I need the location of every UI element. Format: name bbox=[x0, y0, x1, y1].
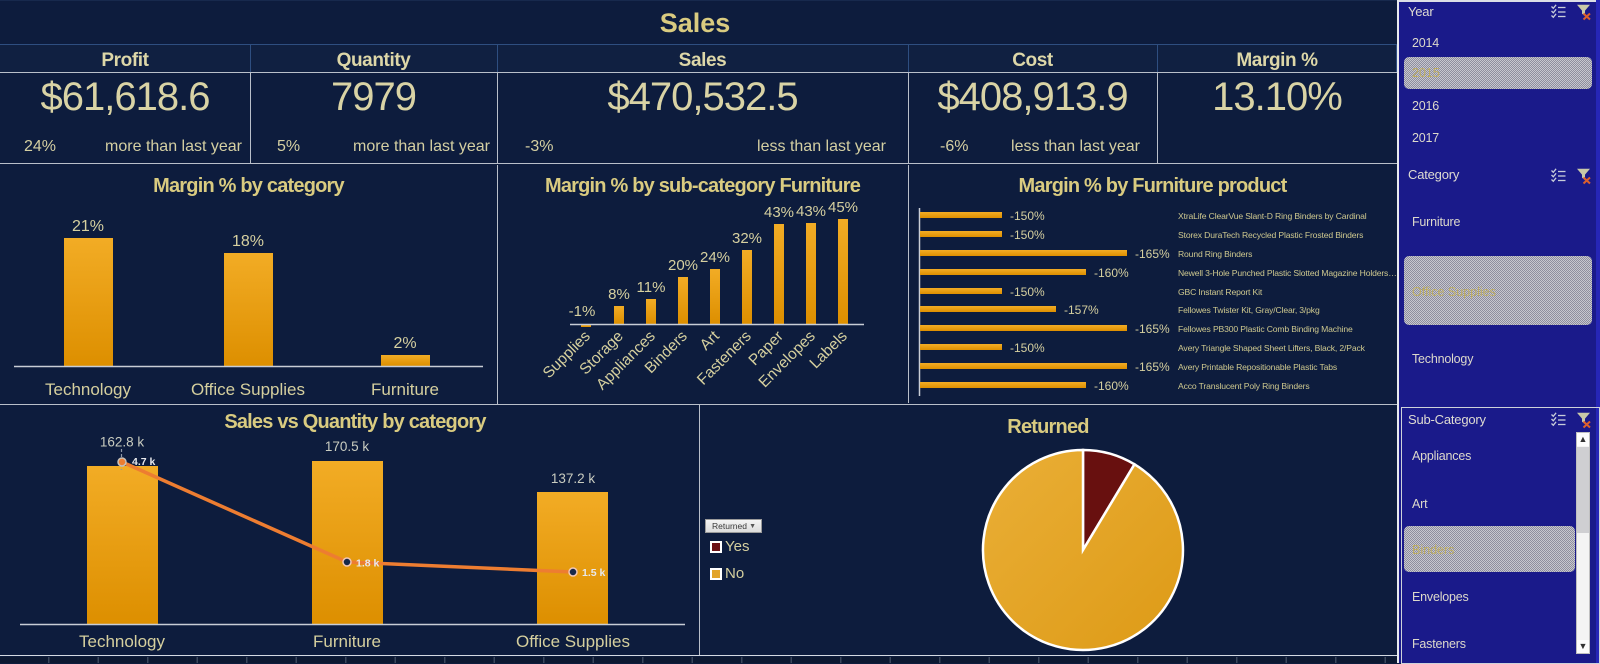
svg-text:Art: Art bbox=[697, 327, 724, 354]
svg-text:-150%: -150% bbox=[1010, 209, 1045, 223]
svg-text:Acco Translucent Poly Ring Bin: Acco Translucent Poly Ring Binders bbox=[1178, 381, 1310, 391]
svg-text:-165%: -165% bbox=[1135, 247, 1170, 261]
svg-text:-160%: -160% bbox=[1094, 266, 1129, 280]
svg-text:8%: 8% bbox=[608, 286, 630, 303]
svg-text:4.7 k: 4.7 k bbox=[132, 456, 156, 468]
svg-text:-165%: -165% bbox=[1135, 360, 1170, 374]
svg-text:-160%: -160% bbox=[1094, 379, 1129, 393]
svg-text:1.8 k: 1.8 k bbox=[356, 558, 380, 570]
svg-text:20%: 20% bbox=[668, 257, 698, 274]
svg-text:Office Supplies: Office Supplies bbox=[191, 380, 305, 399]
svg-text:-157%: -157% bbox=[1064, 303, 1099, 317]
svg-text:11%: 11% bbox=[637, 279, 666, 296]
svg-text:21%: 21% bbox=[72, 218, 104, 235]
svg-text:43%: 43% bbox=[796, 203, 826, 220]
svg-text:24%: 24% bbox=[700, 249, 730, 266]
svg-text:32%: 32% bbox=[732, 230, 762, 247]
svg-text:45%: 45% bbox=[828, 199, 858, 216]
svg-text:Round Ring Binders: Round Ring Binders bbox=[1178, 249, 1252, 259]
svg-text:-150%: -150% bbox=[1010, 228, 1045, 242]
svg-text:Fellowes Twister Kit, Gray/Cle: Fellowes Twister Kit, Gray/Clear, 3/pkg bbox=[1178, 305, 1320, 315]
svg-text:Avery Triangle Shaped Sheet Li: Avery Triangle Shaped Sheet Lifters, Bla… bbox=[1178, 343, 1366, 353]
svg-text:Fellowes PB300 Plastic Comb Bi: Fellowes PB300 Plastic Comb Binding Mach… bbox=[1178, 324, 1353, 334]
svg-text:XtraLife ClearVue Slant-D Ring: XtraLife ClearVue Slant-D Ring Binders b… bbox=[1178, 211, 1367, 221]
svg-text:Office Supplies: Office Supplies bbox=[516, 632, 630, 651]
svg-text:-1%: -1% bbox=[569, 303, 596, 320]
svg-text:170.5 k: 170.5 k bbox=[325, 439, 370, 454]
svg-text:-150%: -150% bbox=[1010, 285, 1045, 299]
svg-text:43%: 43% bbox=[764, 204, 794, 221]
svg-text:Furniture: Furniture bbox=[313, 632, 381, 651]
svg-text:18%: 18% bbox=[232, 233, 264, 250]
svg-text:Technology: Technology bbox=[79, 632, 166, 651]
svg-text:162.8 k: 162.8 k bbox=[100, 435, 145, 450]
svg-text:Furniture: Furniture bbox=[371, 380, 439, 399]
svg-text:GBC Instant Report Kit: GBC Instant Report Kit bbox=[1178, 287, 1263, 297]
svg-text:Avery Printable Repositionable: Avery Printable Repositionable Plastic T… bbox=[1178, 362, 1337, 372]
svg-text:-165%: -165% bbox=[1135, 322, 1170, 336]
svg-text:Storex DuraTech Recycled Plast: Storex DuraTech Recycled Plastic Frosted… bbox=[1178, 230, 1363, 240]
svg-text:Newell 3-Hole Punched Plastic: Newell 3-Hole Punched Plastic Slotted Ma… bbox=[1178, 268, 1397, 278]
svg-text:137.2 k: 137.2 k bbox=[551, 471, 596, 486]
svg-text:-150%: -150% bbox=[1010, 341, 1045, 355]
svg-text:1.5 k: 1.5 k bbox=[582, 567, 606, 579]
svg-text:2%: 2% bbox=[393, 335, 416, 352]
svg-text:Technology: Technology bbox=[45, 380, 132, 399]
